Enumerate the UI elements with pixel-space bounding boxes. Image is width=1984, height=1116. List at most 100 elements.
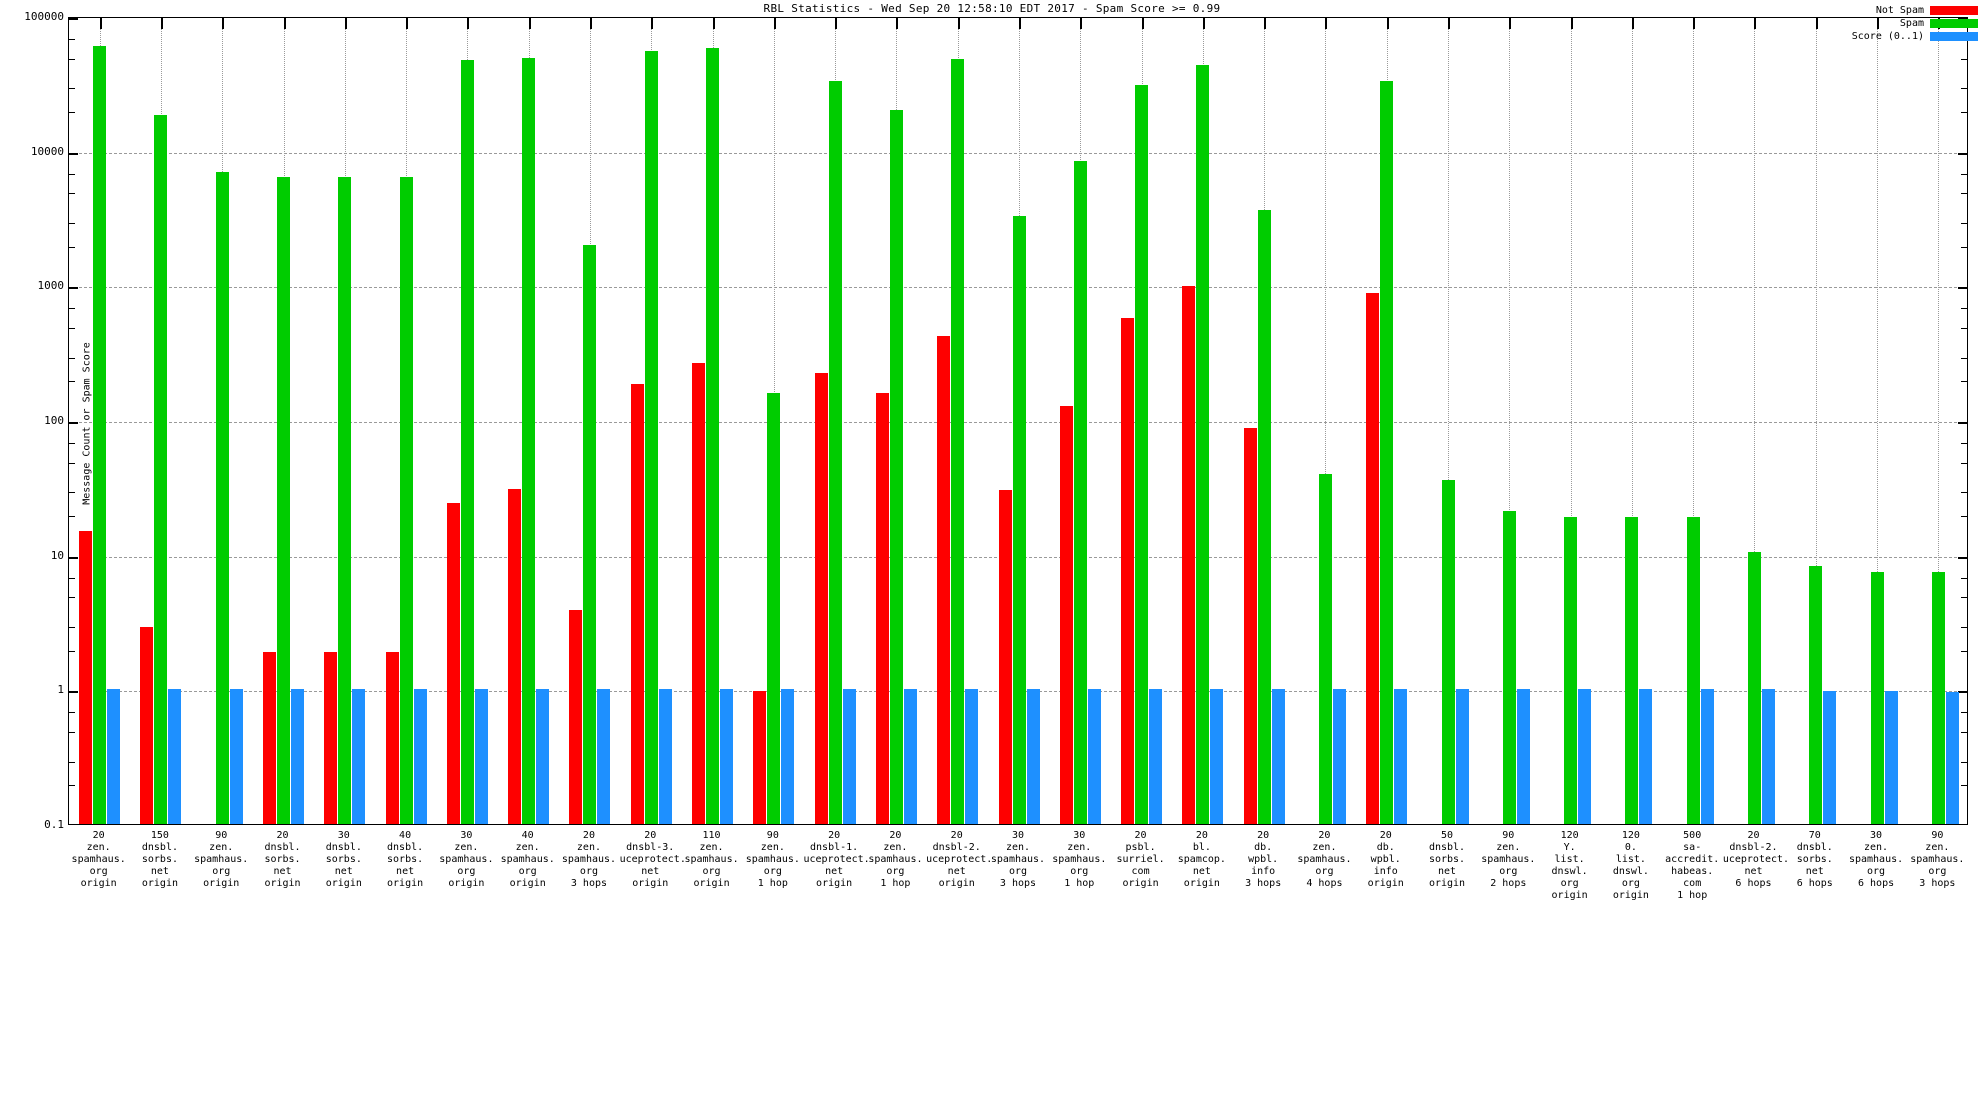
bar-score[interactable] [843, 689, 856, 824]
bar-spam[interactable] [1258, 210, 1271, 824]
bar-score[interactable] [1149, 689, 1162, 824]
bar-spam[interactable] [583, 244, 596, 824]
bar-spam[interactable] [1503, 511, 1516, 824]
bar-spam[interactable] [154, 114, 167, 824]
bar-score[interactable] [1885, 690, 1898, 824]
x-axis-tick-label: 90 zen. spamhaus. org 2 hops [1481, 830, 1536, 889]
bar-spam[interactable] [890, 110, 903, 824]
bar-score[interactable] [168, 689, 181, 824]
bar-score[interactable] [1272, 689, 1285, 824]
bar-spam[interactable] [1625, 517, 1638, 824]
bar-not-spam[interactable] [753, 690, 766, 824]
legend-label: Spam [1899, 18, 1924, 29]
x-axis-tick [406, 18, 408, 29]
bar-score[interactable] [352, 689, 365, 824]
legend-item[interactable]: Not Spam [1852, 4, 1978, 17]
bar-score[interactable] [1701, 689, 1714, 824]
bar-not-spam[interactable] [1182, 285, 1195, 824]
bar-not-spam[interactable] [324, 651, 337, 824]
bar-score[interactable] [1027, 689, 1040, 824]
bar-spam[interactable] [216, 171, 229, 824]
x-gridline [1325, 18, 1326, 824]
bar-spam[interactable] [1687, 517, 1700, 824]
bar-score[interactable] [475, 689, 488, 824]
bar-score[interactable] [904, 689, 917, 824]
legend-item[interactable]: Spam [1852, 17, 1978, 30]
legend-item[interactable]: Score (0..1) [1852, 30, 1978, 43]
bar-not-spam[interactable] [386, 651, 399, 824]
bar-score[interactable] [1639, 689, 1652, 824]
bar-spam[interactable] [338, 176, 351, 824]
bar-not-spam[interactable] [447, 503, 460, 824]
bar-score[interactable] [1333, 689, 1346, 824]
bar-score[interactable] [659, 689, 672, 824]
bar-score[interactable] [1762, 689, 1775, 824]
bar-not-spam[interactable] [631, 384, 644, 824]
y-axis-minor-tick [1961, 246, 1967, 248]
bar-not-spam[interactable] [692, 363, 705, 824]
bar-score[interactable] [1456, 689, 1469, 824]
bar-spam[interactable] [277, 176, 290, 824]
x-axis-tick-label: 30 dnsbl. sorbs. net origin [325, 830, 362, 889]
bar-not-spam[interactable] [1121, 318, 1134, 824]
bar-not-spam[interactable] [1244, 428, 1257, 824]
bar-not-spam[interactable] [1366, 293, 1379, 824]
bar-spam[interactable] [461, 60, 474, 824]
bar-score[interactable] [230, 689, 243, 824]
bar-spam[interactable] [1380, 80, 1393, 824]
bar-score[interactable] [781, 689, 794, 824]
bar-score[interactable] [536, 689, 549, 824]
bar-score[interactable] [965, 689, 978, 824]
bar-spam[interactable] [951, 58, 964, 824]
bar-spam[interactable] [93, 45, 106, 824]
x-axis-tick [1019, 18, 1021, 29]
bar-spam[interactable] [1135, 84, 1148, 824]
bar-score[interactable] [107, 689, 120, 824]
bar-not-spam[interactable] [999, 490, 1012, 824]
bar-spam[interactable] [645, 50, 658, 824]
bar-not-spam[interactable] [1060, 405, 1073, 824]
bar-not-spam[interactable] [937, 336, 950, 824]
bar-not-spam[interactable] [569, 609, 582, 824]
bar-score[interactable] [1517, 689, 1530, 824]
y-axis-minor-tick [1961, 516, 1967, 518]
bar-spam[interactable] [1564, 517, 1577, 824]
bar-not-spam[interactable] [815, 372, 828, 824]
x-axis-tick-label: 30 zen. spamhaus. org 6 hops [1848, 830, 1904, 889]
bar-not-spam[interactable] [79, 530, 92, 824]
bar-not-spam[interactable] [876, 393, 889, 824]
bar-not-spam[interactable] [140, 627, 153, 824]
bar-score[interactable] [597, 689, 610, 824]
y-axis-tick-label: 100 [44, 414, 64, 427]
bar-spam[interactable] [767, 392, 780, 824]
bar-spam[interactable] [1319, 473, 1332, 824]
bar-spam[interactable] [1074, 160, 1087, 824]
bar-spam[interactable] [1013, 215, 1026, 824]
bar-spam[interactable] [400, 176, 413, 824]
bar-spam[interactable] [1809, 565, 1822, 824]
bar-score[interactable] [1394, 689, 1407, 824]
bar-score[interactable] [1946, 691, 1959, 824]
bar-not-spam[interactable] [263, 651, 276, 824]
bar-spam[interactable] [1871, 572, 1884, 824]
bar-spam[interactable] [1932, 572, 1945, 824]
y-axis-major-tick [1958, 287, 1967, 290]
bar-spam[interactable] [829, 80, 842, 824]
y-axis-minor-tick [69, 442, 75, 444]
bar-spam[interactable] [1748, 551, 1761, 824]
bar-score[interactable] [1210, 689, 1223, 824]
bar-not-spam[interactable] [508, 488, 521, 824]
x-axis-tick [529, 18, 531, 29]
bar-spam[interactable] [1442, 479, 1455, 824]
y-axis-minor-tick [1961, 785, 1967, 787]
bar-score[interactable] [1823, 690, 1836, 824]
bar-spam[interactable] [522, 57, 535, 824]
bar-score[interactable] [291, 689, 304, 824]
x-axis-tick-label: 20 zen. spamhaus. org origin [71, 830, 126, 889]
bar-score[interactable] [414, 689, 427, 824]
bar-spam[interactable] [706, 47, 719, 824]
bar-score[interactable] [720, 689, 733, 824]
bar-score[interactable] [1578, 689, 1591, 824]
bar-spam[interactable] [1196, 65, 1209, 824]
bar-score[interactable] [1088, 689, 1101, 824]
